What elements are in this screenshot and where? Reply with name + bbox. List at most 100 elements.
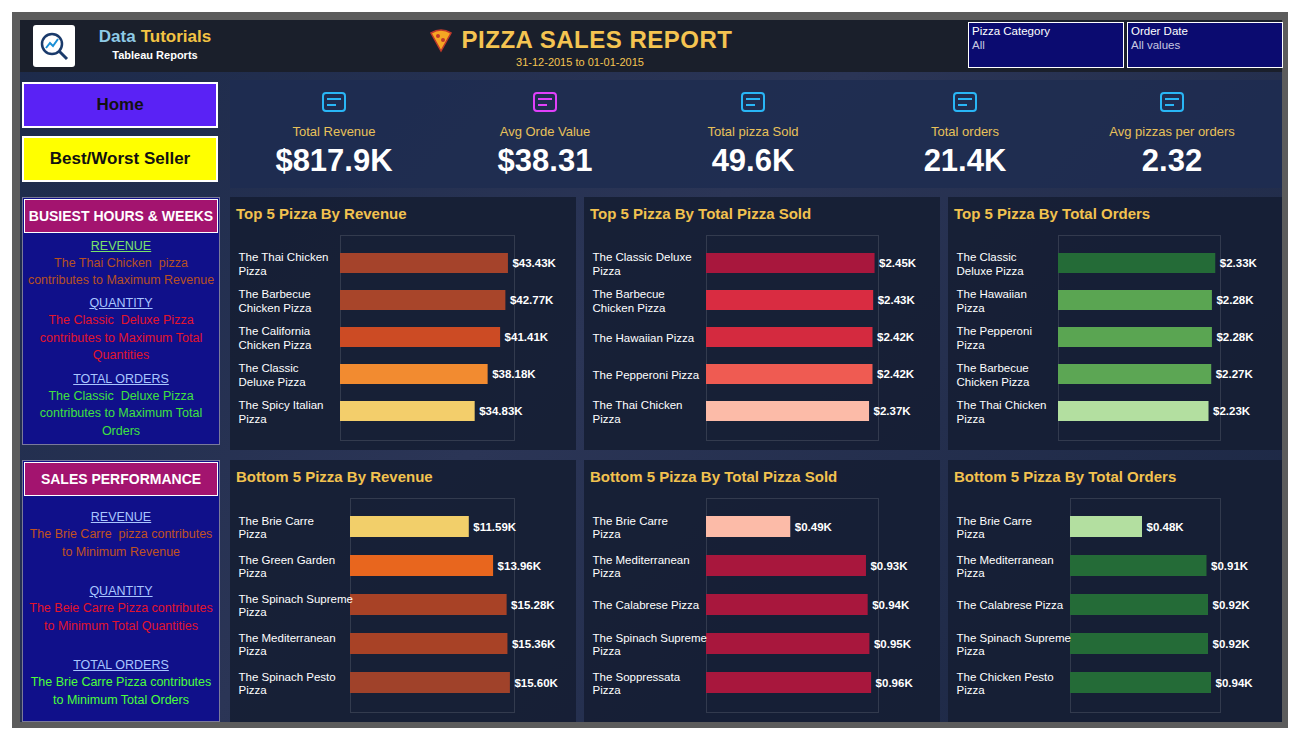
html-text:Total pizza Sold: Total pizza Sold — [707, 124, 799, 139]
svg-text:The Thai ChickenPizza: The Thai ChickenPizza — [957, 399, 1047, 425]
svg-text:$2.28K: $2.28K — [1216, 331, 1254, 343]
svg-text:$38.18K: $38.18K — [492, 368, 536, 380]
html-text:Avg Orde Value: Avg Orde Value — [499, 124, 591, 139]
svg-text:$2.45K: $2.45K — [879, 257, 917, 269]
svg-text:The PepperoniPizza: The PepperoniPizza — [957, 325, 1032, 351]
html-text:Top 5 Pizza By Total Orders: Top 5 Pizza By Total Orders — [954, 205, 1151, 222]
html-text:REVENUE: REVENUE — [90, 238, 152, 253]
svg-text:$2.33K: $2.33K — [1220, 257, 1258, 269]
svg-text:The Brie CarrePizza: The Brie CarrePizza — [239, 515, 314, 541]
svg-text:$0.91K: $0.91K — [1211, 560, 1249, 572]
html-text:TOTAL ORDERS: TOTAL ORDERS — [73, 371, 169, 386]
html-text:Pizza Category: Pizza Category — [972, 25, 1050, 37]
svg-text:The Spinach SupremePizza: The Spinach SupremePizza — [957, 632, 1071, 658]
html-text:$38.31: $38.31 — [497, 143, 593, 178]
svg-text:$2.42K: $2.42K — [877, 368, 915, 380]
html-text:$817.9K: $817.9K — [275, 143, 393, 178]
svg-text:$0.48K: $0.48K — [1147, 521, 1185, 533]
svg-text:The BarbecueChicken Pizza: The BarbecueChicken Pizza — [593, 288, 666, 314]
html-text:SALES PERFORMANCE: SALES PERFORMANCE — [40, 471, 202, 487]
svg-text:The Calabrese Pizza: The Calabrese Pizza — [593, 599, 700, 611]
svg-text:The BarbecueChicken Pizza: The BarbecueChicken Pizza — [957, 362, 1030, 388]
html-text:The Classic Deluxe Pizza contr: The Classic Deluxe Pizza contributes to … — [39, 313, 206, 363]
html-text:Avg pizzas per orders: Avg pizzas per orders — [1109, 124, 1235, 139]
svg-text:The Hawaiian Pizza: The Hawaiian Pizza — [593, 332, 695, 344]
svg-text:$0.96K: $0.96K — [876, 677, 914, 689]
svg-text:$11.59K: $11.59K — [473, 521, 517, 533]
html-text:Tableau Reports: Tableau Reports — [112, 49, 198, 61]
html-text:Best/Worst Seller: Best/Worst Seller — [49, 149, 191, 168]
html-text:49.6K: 49.6K — [711, 143, 795, 178]
svg-text:The HawaiianPizza: The HawaiianPizza — [957, 288, 1027, 314]
svg-text:The Classic DeluxePizza: The Classic DeluxePizza — [593, 251, 692, 277]
html-text:The Brie Carre pizza contribut: The Brie Carre pizza contributes to Mini… — [29, 527, 216, 559]
html-text:The Thai Chicken pizza contrib: The Thai Chicken pizza contributes to Ma… — [27, 255, 215, 288]
html-text:The Beie Carre Pizza contribut: The Beie Carre Pizza contributes to Mini… — [29, 601, 217, 633]
svg-text:The Green GardenPizza: The Green GardenPizza — [239, 554, 336, 580]
svg-text:$0.94K: $0.94K — [872, 599, 910, 611]
svg-text:$42.77K: $42.77K — [510, 294, 554, 306]
svg-text:$15.36K: $15.36K — [512, 638, 556, 650]
svg-text:The ClassicDeluxe Pizza: The ClassicDeluxe Pizza — [239, 362, 307, 388]
svg-text:$0.92K: $0.92K — [1213, 599, 1251, 611]
html-text:All: All — [972, 39, 985, 51]
svg-text:$0.94K: $0.94K — [1216, 677, 1254, 689]
html-text:31-12-2015 to 01-01-2015: 31-12-2015 to 01-01-2015 — [516, 56, 644, 68]
svg-text:$2.43K: $2.43K — [878, 294, 916, 306]
svg-text:$0.92K: $0.92K — [1213, 638, 1251, 650]
svg-text:$2.27K: $2.27K — [1216, 368, 1254, 380]
html-text:QUANTITY: QUANTITY — [89, 584, 153, 598]
svg-text:$0.93K: $0.93K — [870, 560, 908, 572]
svg-text:The MediterraneanPizza: The MediterraneanPizza — [239, 632, 336, 658]
html-text:TOTAL ORDERS: TOTAL ORDERS — [73, 658, 169, 672]
svg-text:The Thai ChickenPizza: The Thai ChickenPizza — [593, 399, 683, 425]
svg-text:The Pepperoni Pizza: The Pepperoni Pizza — [593, 369, 700, 381]
svg-text:The Spinach PestoPizza: The Spinach PestoPizza — [239, 671, 336, 697]
svg-text:$15.28K: $15.28K — [511, 599, 555, 611]
svg-text:The MediterraneanPizza: The MediterraneanPizza — [593, 554, 690, 580]
svg-text:The Spicy ItalianPizza: The Spicy ItalianPizza — [239, 399, 324, 425]
svg-text:The SoppressataPizza: The SoppressataPizza — [593, 671, 681, 697]
svg-text:$0.95K: $0.95K — [874, 638, 912, 650]
svg-text:The BarbecueChicken Pizza: The BarbecueChicken Pizza — [239, 288, 312, 314]
svg-text:$2.23K: $2.23K — [1213, 405, 1251, 417]
html-text:REVENUE: REVENUE — [90, 510, 152, 524]
svg-text:The Brie CarrePizza: The Brie CarrePizza — [593, 515, 668, 541]
svg-text:The CaliforniaChicken Pizza: The CaliforniaChicken Pizza — [239, 325, 312, 351]
html-text:Total Revenue: Total Revenue — [292, 124, 376, 139]
html-text:Bottom 5 Pizza By Total Pizza: Bottom 5 Pizza By Total Pizza Sold — [590, 468, 838, 485]
svg-text:$15.60K: $15.60K — [514, 677, 558, 689]
html-text:All values: All values — [1131, 39, 1181, 51]
svg-text:$2.42K: $2.42K — [877, 331, 915, 343]
svg-text:The Brie CarrePizza: The Brie CarrePizza — [957, 515, 1032, 541]
svg-text:The Chicken PestoPizza: The Chicken PestoPizza — [957, 671, 1054, 697]
html-text:Order Date: Order Date — [1131, 25, 1188, 37]
svg-text:The Calabrese Pizza: The Calabrese Pizza — [957, 599, 1064, 611]
svg-text:The Spinach SupremePizza: The Spinach SupremePizza — [239, 593, 353, 619]
svg-text:$2.37K: $2.37K — [874, 405, 912, 417]
svg-text:$0.49K: $0.49K — [795, 521, 833, 533]
html-text:Top 5 Pizza By Total Pizza Sol: Top 5 Pizza By Total Pizza Sold — [590, 205, 812, 222]
html-text:The Classic Deluxe Pizza contr: The Classic Deluxe Pizza contributes to … — [39, 388, 206, 438]
svg-text:The Spinach SupremePizza: The Spinach SupremePizza — [593, 632, 707, 658]
html-text:Data Tutorials: Data Tutorials — [98, 27, 212, 46]
html-text:2.32: 2.32 — [1141, 143, 1203, 178]
html-text:Bottom 5 Pizza By Total Orders: Bottom 5 Pizza By Total Orders — [954, 468, 1177, 485]
html-text:Home: Home — [96, 95, 144, 114]
svg-text:$43.43K: $43.43K — [512, 257, 556, 269]
html-text:Bottom 5 Pizza By Revenue: Bottom 5 Pizza By Revenue — [236, 468, 433, 485]
svg-text:$13.96K: $13.96K — [498, 560, 542, 572]
html-text:Total orders: Total orders — [931, 124, 999, 139]
svg-text:The ClassicDeluxe Pizza: The ClassicDeluxe Pizza — [957, 251, 1025, 277]
html-text:The Brie Carre Pizza contribut: The Brie Carre Pizza contributes to Mini… — [30, 675, 215, 707]
svg-text:$34.83K: $34.83K — [479, 405, 523, 417]
html-text:BUSIEST HOURS & WEEKS: BUSIEST HOURS & WEEKS — [28, 208, 214, 224]
svg-text:$2.28K: $2.28K — [1216, 294, 1254, 306]
html-text:QUANTITY: QUANTITY — [89, 296, 153, 311]
svg-text:$41.41K: $41.41K — [505, 331, 549, 343]
svg-text:The Thai ChickenPizza: The Thai ChickenPizza — [239, 251, 329, 277]
svg-text:The MediterraneanPizza: The MediterraneanPizza — [957, 554, 1054, 580]
html-text:Top 5 Pizza By Revenue: Top 5 Pizza By Revenue — [236, 205, 407, 222]
html-text:PIZZA SALES REPORT: PIZZA SALES REPORT — [461, 26, 733, 53]
html-text:21.4K: 21.4K — [923, 143, 1007, 178]
